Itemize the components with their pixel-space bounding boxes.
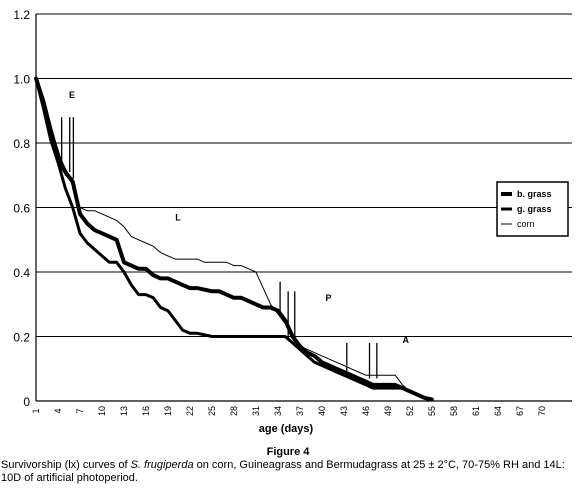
x-tick-label-8: 25	[207, 406, 217, 416]
survivorship-chart: 0 0.2 0.4 0.6 0.8 1.0 1.2 1 4 7 10 13 16 19 22 25 28 31 3…	[13, 8, 572, 435]
x-tick-label-14: 43	[339, 406, 349, 416]
y-tick-labels: 0 0.2 0.4 0.6 0.8 1.0 1.2	[13, 8, 30, 409]
stage-label-a: A	[403, 335, 410, 345]
legend-label-corn: corn	[517, 219, 535, 229]
x-tick-label-15: 46	[361, 406, 371, 416]
x-axis-label: age (days)	[259, 423, 314, 435]
x-tick-label-2: 7	[75, 408, 85, 413]
y-tick-label-2: 0.4	[13, 266, 30, 280]
x-tick-label-16: 49	[383, 406, 393, 416]
x-tick-label-13: 40	[317, 406, 327, 416]
caption-species-name: S. frugiperda	[130, 459, 194, 471]
x-tick-label-23: 70	[537, 406, 547, 416]
caption-text-end: on corn, Guineagrass and Bermudagrass at…	[1, 459, 565, 484]
x-tick-label-21: 64	[493, 406, 503, 416]
series-line-b-grass	[34, 76, 434, 402]
figure-label: Figure 4	[266, 446, 310, 458]
y-tick-label-4: 0.8	[13, 137, 30, 151]
x-tick-label-7: 22	[185, 406, 195, 416]
x-tick-label-3: 10	[97, 406, 107, 416]
y-tick-label-0: 0	[23, 395, 30, 409]
figure-caption: Survivorship (lx) curves of S. frugiperd…	[1, 459, 575, 485]
series-line-corn	[35, 78, 433, 400]
x-tick-label-11: 34	[273, 406, 283, 416]
series-line-g-grass	[34, 77, 434, 401]
legend-label-g-grass: g. grass	[517, 204, 552, 214]
x-tick-label-4: 13	[119, 406, 129, 416]
stage-label-p: P	[326, 293, 332, 303]
y-tick-label-1: 0.2	[13, 331, 30, 345]
y-tick-label-3: 0.6	[13, 202, 30, 216]
x-tick-label-0: 1	[31, 408, 41, 413]
x-tick-label-19: 58	[449, 406, 459, 416]
x-tick-label-9: 28	[229, 406, 239, 416]
stage-label-l: L	[175, 212, 181, 222]
stage-labels: E L P A	[69, 90, 410, 345]
x-tick-label-6: 19	[163, 406, 173, 416]
x-tick-label-5: 16	[141, 406, 151, 416]
series-lines	[34, 76, 434, 402]
legend-label-b-grass: b. grass	[517, 189, 552, 199]
stage-label-e: E	[69, 90, 75, 100]
x-tick-label-22: 67	[515, 406, 525, 416]
legend: b. grass g. grass corn	[496, 181, 569, 237]
x-tick-label-20: 61	[471, 406, 481, 416]
x-tick-label-17: 52	[405, 406, 415, 416]
caption-text-start: Survivorship (lx) curves of	[1, 459, 131, 471]
x-tick-labels: 1 4 7 10 13 16 19 22 25 28 31 34 37 40 43 46 49 52 55 58 61 6…	[31, 406, 547, 416]
x-tick-label-1: 4	[53, 408, 63, 413]
x-tick-label-18: 55	[427, 406, 437, 416]
x-tick-label-12: 37	[295, 406, 305, 416]
y-tick-label-5: 1.0	[13, 73, 30, 87]
x-tick-label-10: 31	[251, 406, 261, 416]
y-tick-label-6: 1.2	[13, 8, 30, 22]
